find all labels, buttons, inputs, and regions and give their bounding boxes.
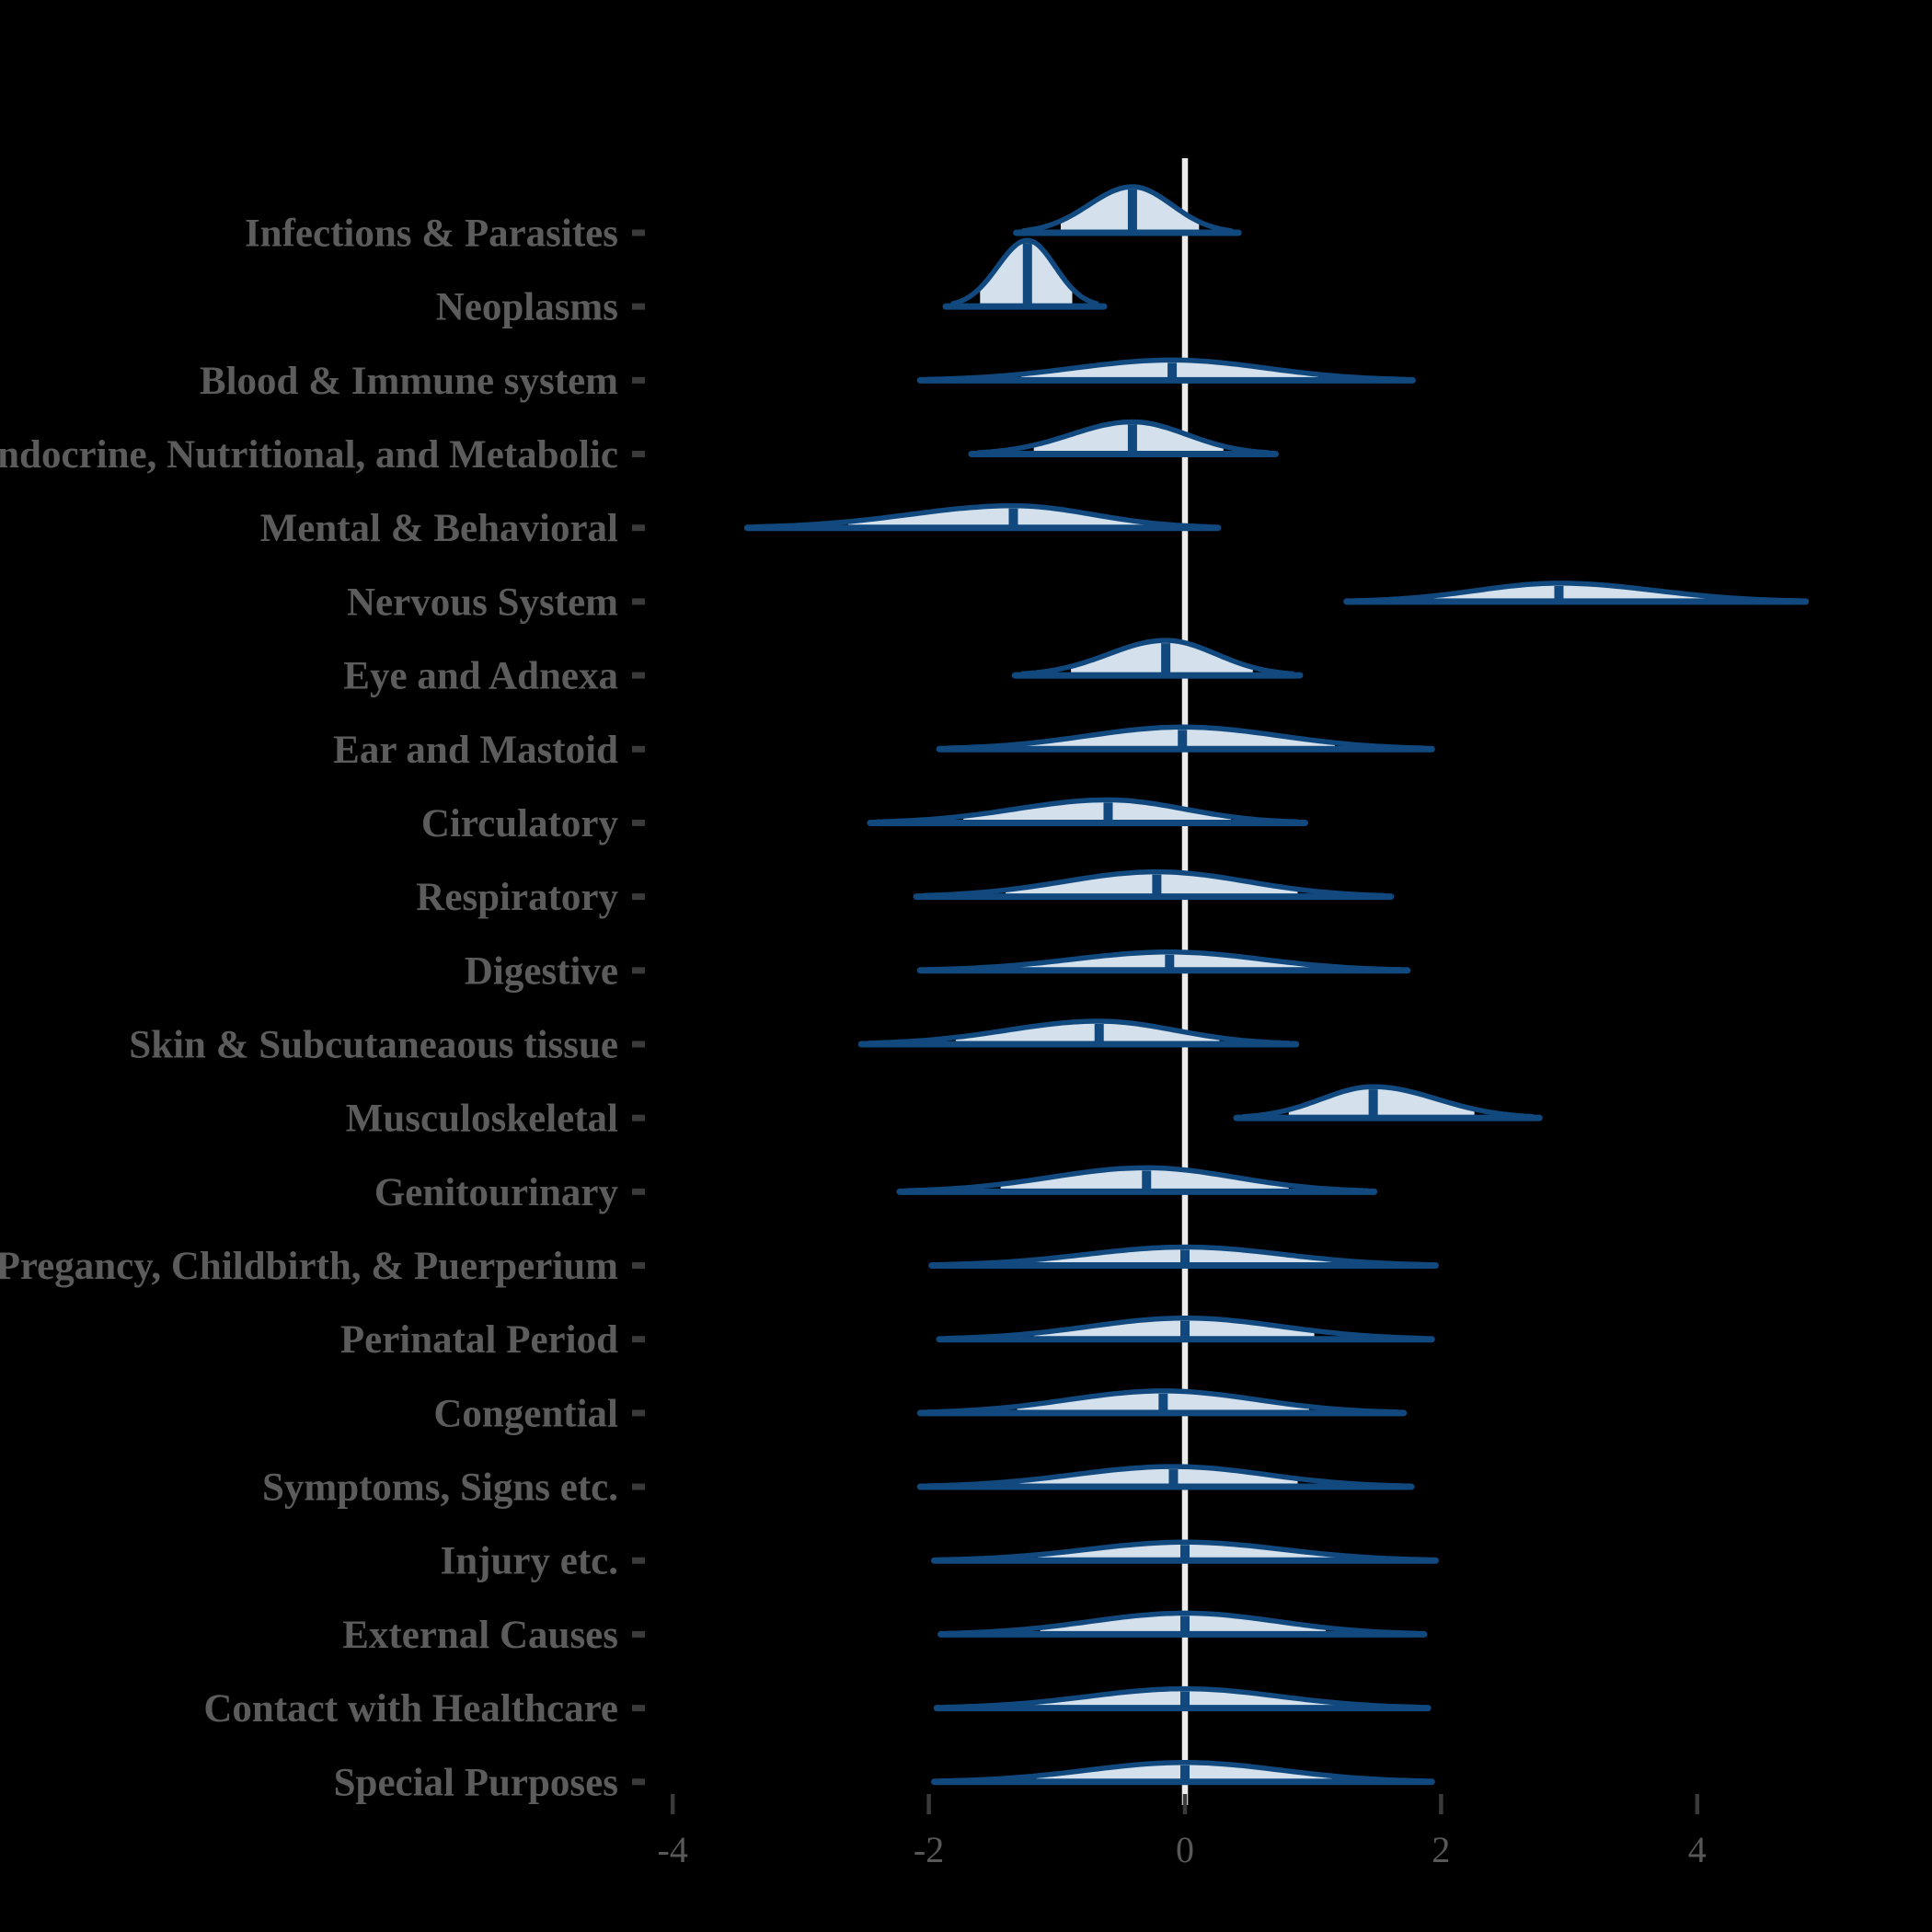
category-label: Blood & Immune system xyxy=(200,360,618,403)
category-label: Injury etc. xyxy=(441,1540,618,1583)
category-label: Respiratory xyxy=(416,876,618,919)
density-outline xyxy=(941,1685,1423,1710)
y-axis-tick xyxy=(632,1188,645,1195)
y-axis-tick xyxy=(632,967,645,974)
y-axis-tick xyxy=(632,1557,645,1564)
density-outline xyxy=(945,1610,1420,1637)
density-outline xyxy=(904,1165,1370,1193)
y-axis-tick xyxy=(632,1262,645,1270)
y-axis-tick xyxy=(632,1483,645,1490)
density-outline xyxy=(944,724,1428,751)
density-fill xyxy=(1420,582,1709,602)
category-label: Special Purposes xyxy=(334,1761,618,1804)
density-outline xyxy=(925,1464,1407,1489)
category-label: Contact with Healthcare xyxy=(203,1687,618,1731)
y-axis-tick xyxy=(632,893,645,901)
density-outline xyxy=(944,1315,1428,1341)
density-outline xyxy=(925,357,1409,383)
y-axis-tick xyxy=(632,1630,645,1638)
y-axis-tick xyxy=(632,229,645,236)
density-outline xyxy=(1020,184,1234,234)
category-label: Congential xyxy=(433,1392,618,1435)
x-axis-tick-label: -2 xyxy=(914,1829,944,1870)
density-outline xyxy=(925,949,1403,972)
density-outline xyxy=(976,419,1271,455)
y-axis-tick xyxy=(632,819,645,826)
y-axis-tick xyxy=(632,1705,645,1712)
category-label: Digestive xyxy=(465,949,618,993)
category-label: Infections & Parasites xyxy=(245,213,618,256)
category-label: Perinatal Period xyxy=(340,1318,618,1362)
x-axis-tick-label: 2 xyxy=(1432,1829,1450,1870)
category-label: Mental & Behavioral xyxy=(260,507,618,550)
y-axis-tick xyxy=(632,524,645,532)
density-outline xyxy=(875,797,1301,825)
density-outline xyxy=(950,237,1099,306)
y-axis-tick xyxy=(632,1114,645,1121)
y-axis-tick xyxy=(632,451,645,458)
category-label: Symptoms, Signs etc. xyxy=(262,1466,618,1510)
category-label: Pregancy, Childbirth, & Puerperium xyxy=(0,1245,618,1288)
density-outline xyxy=(752,502,1213,530)
y-axis-tick xyxy=(632,598,645,605)
density-outline xyxy=(866,1018,1292,1046)
y-axis-tick xyxy=(632,672,645,679)
category-label: Endocrine, Nutritional, and Metabolic xyxy=(0,433,618,477)
y-axis-tick xyxy=(632,1778,645,1786)
x-axis-tick-label: 4 xyxy=(1688,1829,1707,1870)
x-axis-tick-label: -4 xyxy=(658,1829,688,1870)
y-axis-tick xyxy=(632,1336,645,1343)
density-outline xyxy=(921,868,1386,899)
density-outline xyxy=(1019,638,1295,677)
density-outline xyxy=(925,1388,1399,1415)
category-label: Eye and Adnexa xyxy=(343,655,618,698)
category-label: External Causes xyxy=(342,1614,618,1657)
density-outline xyxy=(1241,1084,1535,1120)
density-outline xyxy=(938,1760,1428,1784)
density-outline xyxy=(938,1539,1432,1563)
y-axis-tick xyxy=(632,1409,645,1417)
category-label: Skin & Subcutaneaous tissue xyxy=(129,1023,618,1066)
y-axis-tick xyxy=(632,376,645,384)
category-label: Nervous System xyxy=(347,581,618,624)
category-label: Ear and Mastoid xyxy=(333,729,618,772)
y-axis-tick xyxy=(632,1041,645,1048)
density-outline xyxy=(936,1244,1432,1268)
category-label: Circulatory xyxy=(421,802,619,845)
category-label: Neoplasms xyxy=(436,286,618,329)
x-axis-tick-label: 0 xyxy=(1176,1829,1194,1870)
density-outline xyxy=(1351,581,1801,604)
category-label: Musculoskeletal xyxy=(346,1098,618,1141)
y-axis-tick xyxy=(632,303,645,310)
category-label: Genitourinary xyxy=(374,1171,619,1214)
y-axis-tick xyxy=(632,745,645,753)
